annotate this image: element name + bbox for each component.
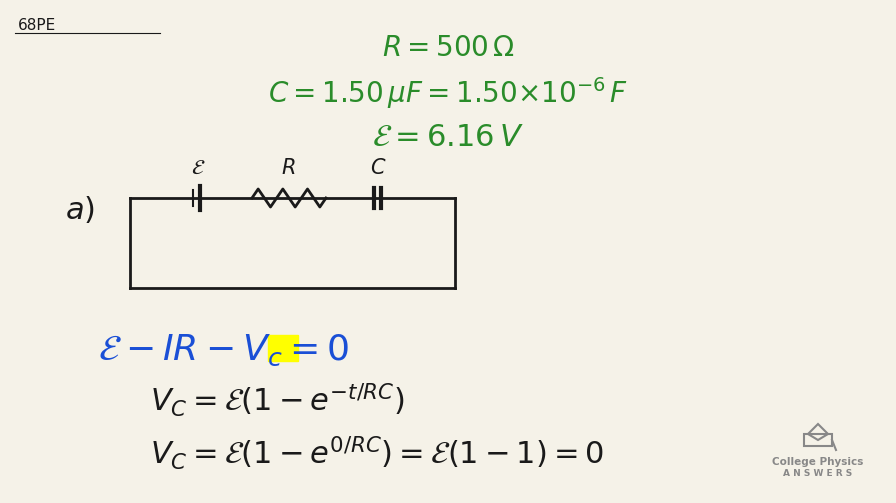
Text: $\mathcal{E}$: $\mathcal{E}$ [191, 159, 205, 178]
Text: College Physics: College Physics [772, 457, 864, 467]
Text: A N S W E R S: A N S W E R S [783, 469, 853, 478]
Bar [268, 335, 298, 361]
Text: $a)$: $a)$ [65, 195, 95, 226]
Text: $R = 500\,\Omega$: $R = 500\,\Omega$ [382, 35, 514, 62]
Text: $\mathcal{E} = 6.16\,V$: $\mathcal{E} = 6.16\,V$ [372, 122, 524, 153]
Text: $V_C = \mathcal{E}\left(1 - e^{-t/RC}\right)$: $V_C = \mathcal{E}\left(1 - e^{-t/RC}\ri… [150, 381, 405, 419]
Text: $C$: $C$ [370, 158, 386, 178]
Text: $C = 1.50\,\mu F = 1.50{\times}10^{-6}\,F$: $C = 1.50\,\mu F = 1.50{\times}10^{-6}\,… [268, 75, 628, 111]
Text: $\mathcal{E} - IR - V_c = 0$: $\mathcal{E} - IR - V_c = 0$ [98, 332, 349, 368]
Text: $V_C = \mathcal{E}\left(1 - e^{0/RC}\right) = \mathcal{E}(1-1) = 0$: $V_C = \mathcal{E}\left(1 - e^{0/RC}\rig… [150, 434, 604, 472]
Text: $R$: $R$ [280, 158, 296, 178]
Text: 68PE: 68PE [18, 18, 56, 33]
